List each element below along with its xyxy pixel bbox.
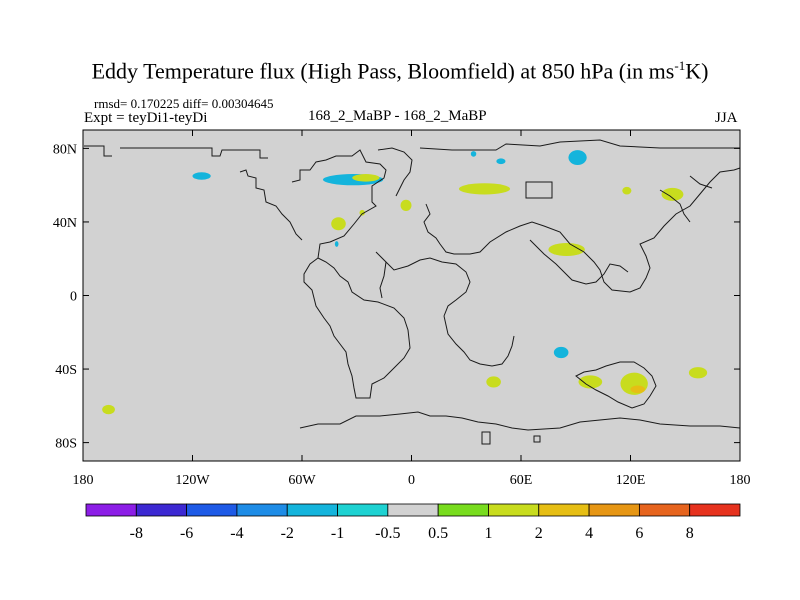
greenland-coastline: [377, 147, 413, 197]
shaded-region-2: [352, 174, 380, 182]
colorbar-label-1: -6: [180, 525, 193, 542]
colorbar-swatch-7: [437, 503, 489, 517]
arctic-islands-coastline: [239, 169, 303, 241]
x-tick-label-4: 60E: [510, 473, 533, 488]
colorbar-swatch-8: [488, 503, 540, 517]
colorbar-label-2: -4: [230, 525, 243, 542]
africa-coastline: [379, 261, 515, 367]
colorbar: -8 -6 -4 -2 -1 -0.5 0.5 1 2 4 6 8: [85, 503, 741, 542]
shaded-region-16: [578, 375, 603, 389]
shaded-region-0: [192, 172, 211, 180]
caspian-coastline: [525, 181, 553, 199]
x-tick-label-2: 60W: [288, 473, 316, 488]
x-tick-label-1: 120W: [175, 473, 210, 488]
colorbar-label-4: -1: [331, 525, 344, 542]
mediterranean-coastline: [375, 251, 471, 317]
shaded-region-6: [400, 199, 412, 211]
chart-title-end: K): [685, 58, 709, 84]
y-tick-label-1: 40N: [53, 216, 77, 231]
coastlines: [84, 139, 741, 445]
shaded-region-7: [470, 151, 477, 157]
colorbar-swatch-1: [135, 503, 188, 517]
shaded-region-12: [661, 187, 684, 201]
shaded-region-20: [102, 404, 115, 415]
colorbar-swatch-0: [85, 503, 137, 517]
x-tick-label-3: 0: [408, 473, 415, 488]
experiment-label: Expt = teyDi1-teyDi: [84, 110, 208, 126]
y-tick-label-4: 80S: [55, 437, 77, 452]
colorbar-swatch-3: [236, 503, 288, 517]
colorbar-swatch-9: [538, 503, 590, 517]
colorbar-label-5: -0.5: [375, 525, 400, 542]
americas-coastline: [291, 149, 411, 399]
y-tick-label-3: 40S: [55, 363, 77, 378]
colorbar-swatch-5: [337, 503, 389, 517]
eurasia-coastline: [423, 167, 741, 293]
colorbar-label-8: 2: [535, 525, 543, 542]
shaded-region-15: [486, 376, 501, 388]
shaded-region-4: [359, 209, 365, 216]
shaded-features: [102, 150, 708, 415]
chart-title: Eddy Temperature flux (High Pass, Bloomf…: [0, 58, 800, 84]
colorbar-label-3: -2: [281, 525, 294, 542]
chart-title-superscript: -1: [674, 58, 686, 73]
shaded-region-14: [553, 346, 569, 359]
colorbar-swatch-10: [588, 503, 640, 517]
colorbar-swatch-6: [387, 503, 439, 517]
colorbar-swatch-4: [286, 503, 338, 517]
experiment-id: 168_2_MaBP - 168_2_MaBP: [308, 108, 487, 124]
australia-coastline: [575, 361, 657, 409]
colorbar-swatch-11: [638, 503, 691, 517]
shaded-region-11: [622, 186, 632, 195]
colorbar-label-6: 0.5: [428, 525, 448, 542]
x-tick-label-6: 180: [730, 473, 751, 488]
colorbar-swatch-2: [186, 503, 238, 517]
shaded-region-8: [496, 158, 506, 165]
colorbar-label-10: 6: [635, 525, 643, 542]
colorbar-label-9: 4: [585, 525, 593, 542]
antarctica-coastline: [299, 411, 741, 445]
shaded-region-18: [630, 385, 646, 394]
colorbar-label-11: 8: [686, 525, 694, 542]
y-tick-label-2: 0: [70, 290, 77, 305]
y-tick-label-0: 80N: [53, 142, 77, 157]
map-background: [83, 130, 740, 461]
season-label: JJA: [715, 110, 738, 126]
east-asia-islands-coastline: [659, 175, 713, 223]
y-axis: 80N 40N 0 40S 80S: [53, 142, 740, 452]
colorbar-label-7: 1: [484, 525, 492, 542]
shaded-region-19: [688, 367, 708, 379]
shaded-region-10: [568, 150, 587, 166]
x-tick-label-5: 120E: [616, 473, 646, 488]
shaded-region-3: [331, 217, 346, 231]
colorbar-label-0: -8: [130, 525, 143, 542]
shaded-region-13: [548, 243, 585, 257]
shaded-region-9: [458, 183, 511, 195]
colorbar-swatch-12: [689, 503, 741, 517]
x-axis: 180 120W 60W 0 60E 120E 180: [73, 130, 751, 488]
south-asia-coastline: [529, 239, 629, 285]
arctic-rim-coastline: [84, 139, 740, 159]
shaded-region-5: [334, 241, 339, 247]
chart-title-text: Eddy Temperature flux (High Pass, Bloomf…: [91, 58, 675, 84]
x-tick-label-0: 180: [73, 473, 94, 488]
stats-line: rmsd= 0.170225 diff= 0.00304645: [94, 96, 274, 111]
